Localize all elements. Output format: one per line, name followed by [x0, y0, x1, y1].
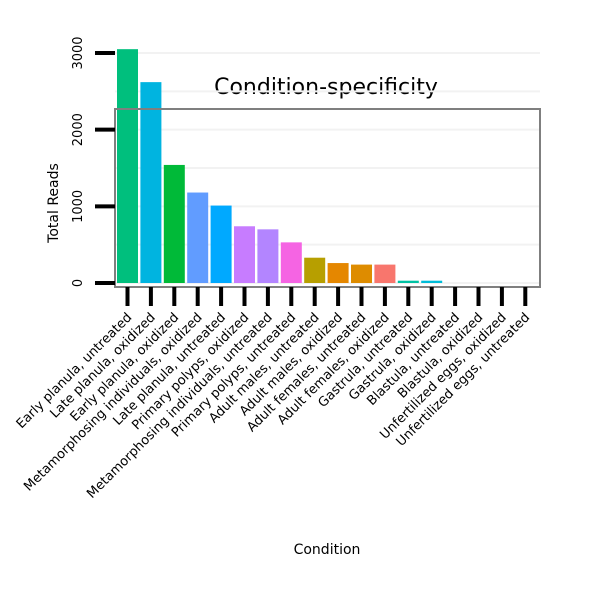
bar — [163, 164, 185, 283]
x-axis-label: Condition — [294, 542, 361, 558]
bar — [351, 264, 372, 283]
y-tick-label: 0 — [71, 279, 86, 287]
bar — [187, 192, 209, 283]
bar — [117, 49, 138, 283]
chart-title: Condition-specificity — [214, 75, 438, 100]
grid-lines — [115, 52, 540, 284]
y-tick-label: 1000 — [71, 190, 86, 223]
bar — [374, 264, 396, 283]
bar — [327, 263, 349, 283]
y-axis: 0 1000 2000 3000 — [71, 36, 115, 287]
bar — [140, 82, 162, 283]
y-axis-label: Total Reads — [46, 163, 62, 244]
bar — [397, 280, 419, 283]
bar — [421, 280, 443, 283]
bar — [304, 257, 326, 283]
bar — [257, 229, 279, 283]
bar — [234, 226, 255, 283]
y-tick-label: 3000 — [71, 36, 86, 69]
bar — [280, 242, 302, 283]
plot-panel — [114, 108, 541, 288]
y-tick-label: 2000 — [71, 113, 86, 146]
bar — [210, 205, 232, 283]
bars — [117, 49, 443, 283]
